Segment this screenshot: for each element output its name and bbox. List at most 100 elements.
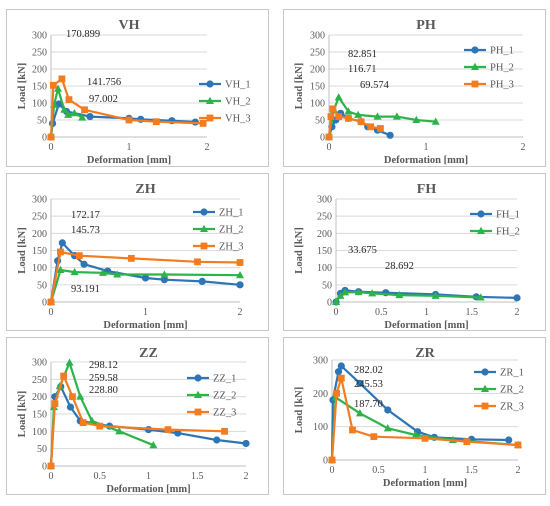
y-tick-label: 150 [32,410,47,421]
peak-annotation: 93.191 [71,284,100,295]
y-tick-label: 0 [42,462,47,473]
y-axis-label: Load [kN] [294,387,305,433]
data-point-vh-2 [54,84,63,92]
data-point-zh-3 [236,259,244,266]
data-point-vh-3 [58,75,66,83]
peak-annotation: 245.53 [354,379,383,390]
peak-annotation: 82.851 [348,49,377,60]
x-tick-label: 1 [424,142,429,153]
data-point-fh-2 [332,297,340,305]
x-tick-label: 0.5 [94,471,107,482]
y-tick-label: 50 [37,444,47,455]
data-point-zh-3 [194,258,201,266]
data-point-zz-3 [47,462,55,470]
series-vh-3 [47,75,207,141]
data-point-vh-3 [65,96,73,103]
data-point-fh-2 [395,290,404,299]
data-point-zz-2 [65,358,74,366]
x-tick-label: 2 [205,142,210,153]
chart-panel-zr: ZR 0 100 200 300 0 0.5 1 1.5 2 Deformation [mm] Loa… [283,337,546,495]
data-point-zr-3 [463,438,471,446]
x-tick-label: 2 [244,471,249,482]
x-tick-label: 1 [127,142,132,153]
data-point-zz-3 [60,372,68,380]
data-point-zh-2 [160,270,169,278]
data-point-vh-3 [47,133,55,141]
data-point-ph-3 [367,123,375,131]
data-point-zz-3 [69,393,76,401]
data-point-ph-3 [325,133,333,141]
x-axis-label: Deformation [mm] [383,478,467,489]
y-tick-label: 50 [37,280,47,291]
data-point-zz-3 [164,426,172,433]
y-tick-label: 200 [32,65,47,76]
legend-marker-ph-3 [471,80,479,88]
peak-annotation: 141.756 [87,77,121,88]
series-line-vh-3 [49,77,204,138]
data-point-zh-3 [57,248,64,256]
legend-marker-zz-2 [194,390,202,398]
data-point-zr-3 [349,426,356,434]
peak-annotation: 33.675 [348,245,377,256]
legend-label-zz-3: ZZ_3 [213,408,236,419]
data-point-vh-1 [86,113,94,121]
legend-marker-zz-1 [194,374,202,382]
x-axis-label: Deformation [mm] [106,484,190,495]
chart-title: ZR [415,346,435,361]
data-point-zh-1 [58,239,66,247]
chart-title: ZH [135,182,155,197]
peak-annotation: 116.71 [348,64,377,75]
legend-marker-zr-1 [481,368,489,376]
data-point-ph-2 [373,112,382,120]
y-axis-label: Load [kN] [17,391,28,437]
legend-marker-zz-3 [194,408,202,416]
x-tick-label: 2 [516,465,521,476]
data-point-zz-2 [149,441,158,449]
chart-panel-zz: ZZ 0 50 100 150 200 250 300 0 0.5 1 1.5 2 Deformation… [6,337,269,495]
data-point-zz-3 [96,422,104,430]
y-axis-label: Load [kN] [17,227,28,273]
series-zz-3 [47,372,228,470]
chart-title: VH [119,18,140,33]
data-point-zh-1 [198,277,206,285]
data-point-ph-3 [327,113,335,120]
data-point-ph-2 [431,117,440,125]
data-point-vh-3 [81,106,88,114]
legend-label-ph-2: PH_2 [490,63,514,74]
y-tick-label: 200 [310,65,325,76]
data-point-zr-1 [384,406,392,414]
data-point-zr-3 [337,374,345,382]
data-point-zh-1 [141,274,150,282]
peak-annotation: 259.58 [89,373,118,384]
legend-marker-zr-2 [481,384,489,392]
y-tick-label: 50 [322,280,332,291]
data-point-ph-3 [335,113,343,120]
legend: ZZ_1 ZZ_2 ZZ_3 [187,374,236,419]
series-vh-1 [47,100,199,141]
y-tick-label: 100 [32,263,47,274]
y-tick-label: 150 [32,82,47,93]
data-point-zh-2 [98,268,107,276]
data-point-zh-2 [70,267,79,276]
y-tick-label: 300 [32,195,47,206]
chart-zz-svg: ZZ 0 50 100 150 200 250 300 0 0.5 1 1.5 2 Deformation… [17,346,250,495]
data-point-zr-3 [333,389,341,397]
series-zr-3 [328,374,522,464]
legend-marker-vh-1 [206,80,214,88]
x-tick-label: 1.5 [465,465,478,476]
data-point-ph-3 [377,125,384,132]
y-tick-label: 100 [32,99,47,110]
y-tick-label: 300 [317,195,332,206]
y-tick-label: 100 [310,99,325,110]
legend-marker-zh-3 [200,242,208,250]
peak-annotation: 28.692 [385,261,414,272]
data-point-vh-3 [152,118,160,126]
legend-label-fh-2: FH_2 [496,227,520,238]
legend-label-zr-1: ZR_1 [500,368,524,379]
data-point-ph-3 [329,105,337,113]
x-axis-label: Deformation [mm] [103,320,187,331]
data-point-zr-1 [337,362,345,370]
peak-annotation: 187.70 [354,399,383,410]
chart-panel-ph: PH 0 50 100 150 200 250 300 0 1 2 Deformation [mm] L… [283,9,546,167]
y-tick-label: 100 [317,263,332,274]
